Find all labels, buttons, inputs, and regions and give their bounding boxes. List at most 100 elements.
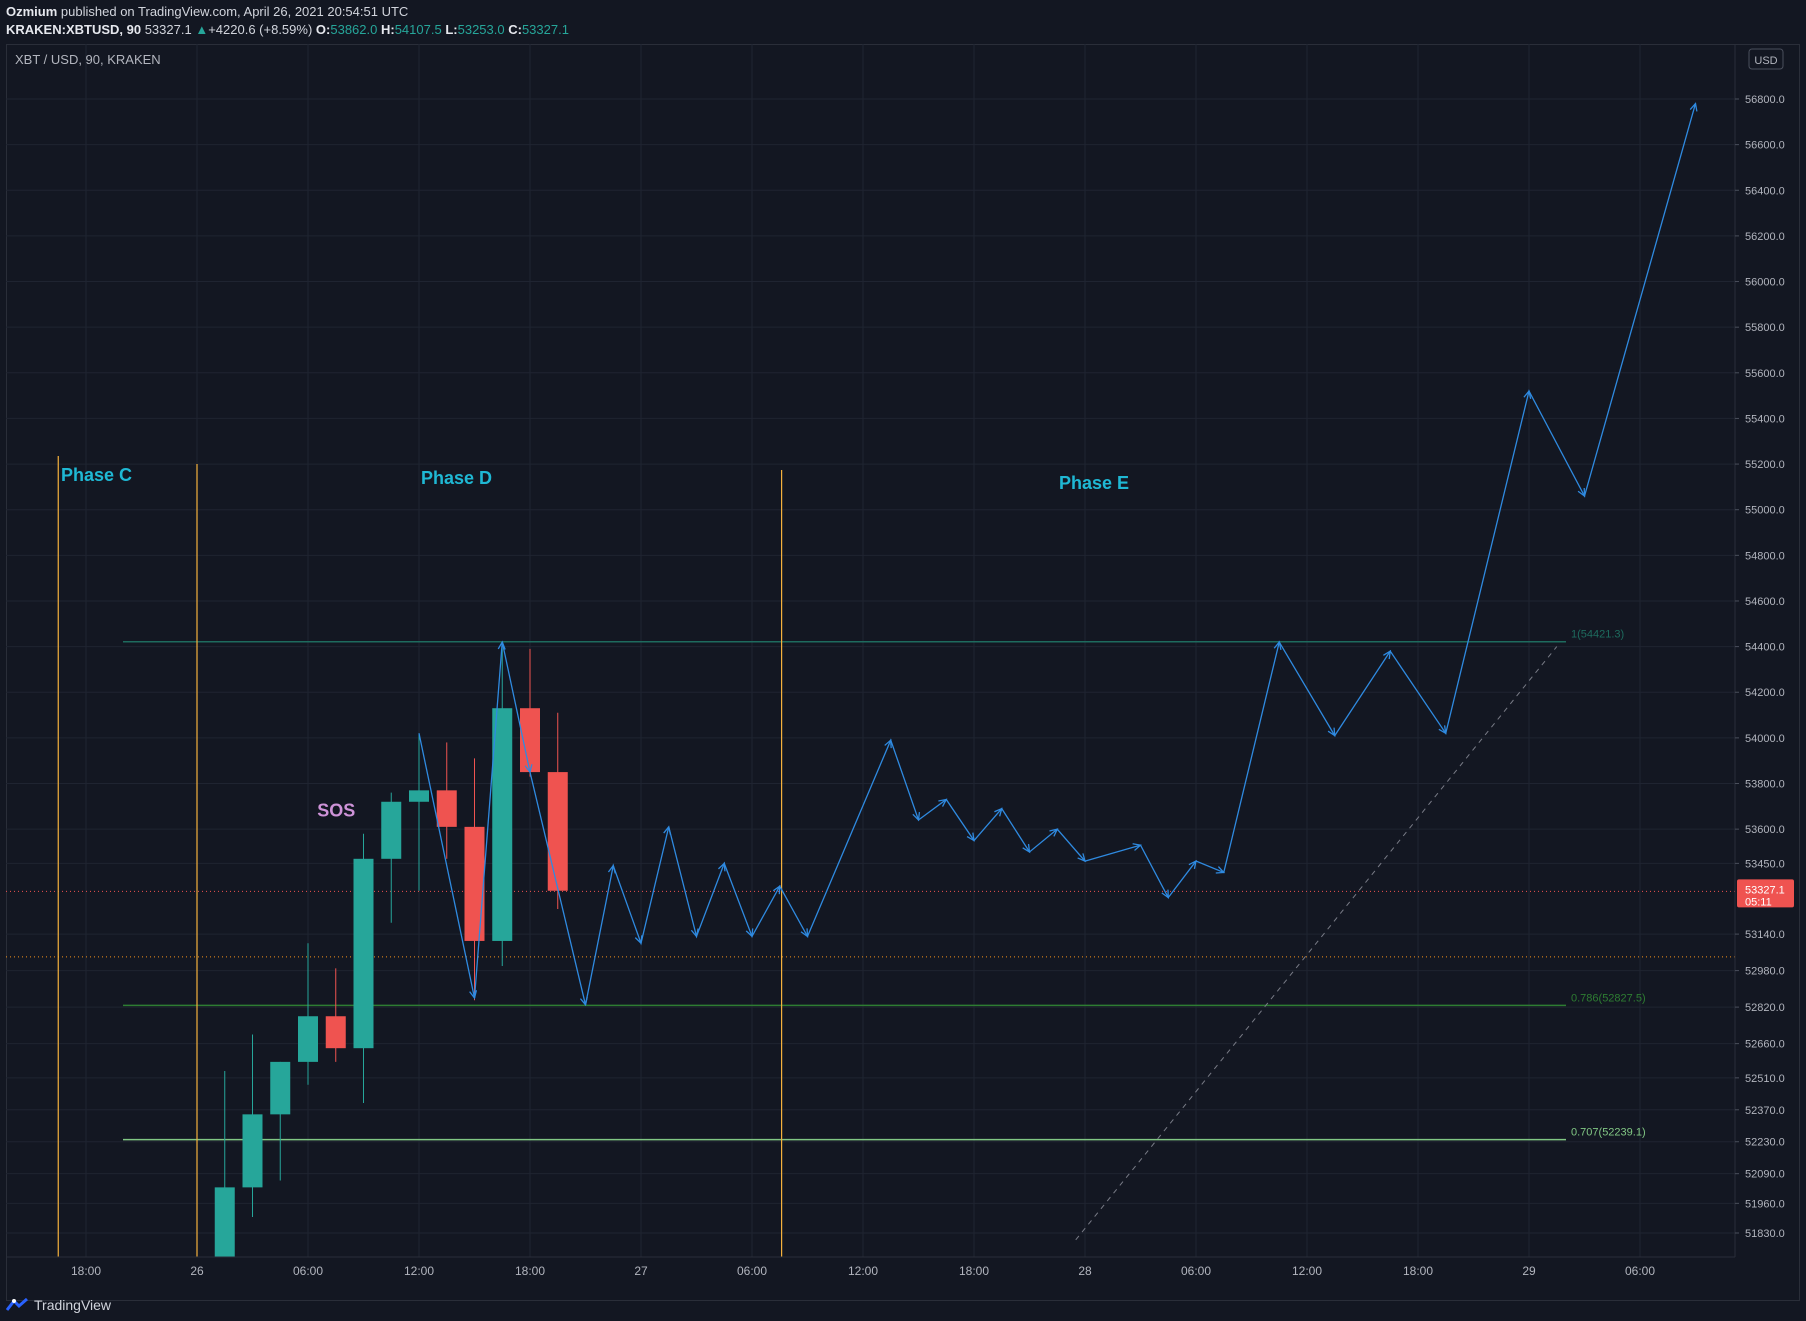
candle[interactable] xyxy=(270,1061,291,1181)
tradingview-logo-icon[interactable] xyxy=(5,1297,28,1312)
projection-arrowhead xyxy=(1327,727,1336,737)
close-label: C: xyxy=(508,22,522,37)
candle-body xyxy=(520,708,540,773)
y-axis-label: 53800.0 xyxy=(1745,779,1785,791)
candle[interactable] xyxy=(353,833,374,1103)
low-label: L: xyxy=(445,22,458,37)
candle[interactable] xyxy=(325,968,346,1062)
y-axis-label: 55400.0 xyxy=(1745,413,1785,425)
projection-arrowhead xyxy=(1188,859,1197,870)
candle-body xyxy=(547,772,568,891)
projection-arrowhead xyxy=(745,928,754,938)
x-axis-label: 12:00 xyxy=(848,1264,878,1278)
projection-arrowhead xyxy=(579,996,588,1007)
author-name[interactable]: Ozmium xyxy=(6,4,58,19)
x-axis-label: 06:00 xyxy=(1181,1264,1211,1278)
candle[interactable] xyxy=(381,792,402,923)
x-axis-label: 06:00 xyxy=(1625,1264,1655,1278)
y-axis-label: 51830.0 xyxy=(1745,1228,1785,1240)
projection-arrowhead xyxy=(634,935,643,945)
y-axis-label: 52370.0 xyxy=(1745,1105,1785,1117)
projection-arrowhead xyxy=(524,764,533,774)
projection-arrowhead xyxy=(1049,828,1059,837)
y-axis-label: 55000.0 xyxy=(1745,505,1785,517)
fib-trend-line xyxy=(1075,646,1558,1241)
projection-arrowhead xyxy=(1215,866,1226,874)
candle-body xyxy=(492,708,513,941)
projection-arrowhead xyxy=(1383,649,1392,660)
projection-arrowhead xyxy=(1438,725,1447,735)
projection-arrowhead xyxy=(607,864,616,874)
candle[interactable] xyxy=(436,742,457,859)
y-axis-label: 56800.0 xyxy=(1745,94,1785,106)
candle-body xyxy=(325,1016,346,1049)
chart-header: Ozmium published on TradingView.com, Apr… xyxy=(0,0,1806,44)
candle[interactable] xyxy=(409,733,429,891)
last-price-countdown: 05:11 xyxy=(1745,896,1772,908)
candle-body xyxy=(381,801,402,859)
published-text: published on TradingView.com, April 26, … xyxy=(60,4,409,19)
x-axis-label: 29 xyxy=(1522,1264,1536,1278)
projection-arrowhead xyxy=(497,640,506,650)
projection-arrowhead xyxy=(912,811,921,822)
projection-arrowhead xyxy=(469,990,478,1000)
phase-label: Phase D xyxy=(421,468,492,488)
y-axis-label: 51960.0 xyxy=(1745,1198,1785,1210)
projection-arrowhead xyxy=(966,832,975,842)
candle-body xyxy=(270,1061,291,1115)
phase-label: Phase C xyxy=(61,465,132,485)
high-label: H: xyxy=(380,22,395,37)
projection-arrowhead xyxy=(938,798,948,807)
projection-arrowhead xyxy=(1577,487,1586,498)
y-axis-label: 53450.0 xyxy=(1745,858,1785,870)
chart-frame xyxy=(6,44,1800,1301)
candle-body xyxy=(214,1187,235,1257)
candle-body xyxy=(242,1114,263,1188)
x-axis-label: 18:00 xyxy=(515,1264,545,1278)
candle-body xyxy=(353,858,374,1049)
x-axis-label: 06:00 xyxy=(293,1264,323,1278)
chart-title: XBT / USD, 90, KRAKEN xyxy=(15,52,161,67)
publish-line: Ozmium published on TradingView.com, Apr… xyxy=(6,3,408,21)
candle[interactable] xyxy=(298,943,318,1085)
candle-body xyxy=(436,790,457,827)
close-value: 53327.1 xyxy=(521,22,569,37)
y-axis-label: 55200.0 xyxy=(1745,459,1785,471)
y-axis-label: 53600.0 xyxy=(1745,824,1785,836)
candle[interactable] xyxy=(520,648,540,777)
symbol-line: KRAKEN:XBTUSD, 90 53327.1 ▲+4220.6 (+8.5… xyxy=(6,21,569,39)
y-axis-label: 56400.0 xyxy=(1745,185,1785,197)
y-axis-label: 54400.0 xyxy=(1745,642,1785,654)
projection-arrowhead xyxy=(1273,640,1282,650)
y-axis-label: 54600.0 xyxy=(1745,596,1785,608)
projection-arrowhead xyxy=(690,928,699,938)
last-price-tag xyxy=(1737,879,1794,908)
price-change: +4220.6 (+8.59%) xyxy=(208,22,313,37)
phase-label: Phase E xyxy=(1059,473,1129,493)
projection-arrowhead xyxy=(994,807,1003,817)
projection-arrowhead xyxy=(717,861,726,872)
candle[interactable] xyxy=(242,1034,263,1218)
fib-level-label: 0.707(52239.1) xyxy=(1571,1127,1646,1139)
projection-path xyxy=(418,103,1697,1005)
candle[interactable] xyxy=(492,642,513,967)
candle[interactable] xyxy=(464,758,485,1001)
y-axis-label: 52980.0 xyxy=(1745,966,1785,978)
candle[interactable] xyxy=(547,712,568,909)
symbol-label[interactable]: KRAKEN:XBTUSD, 90 xyxy=(6,22,142,37)
x-axis-label: 06:00 xyxy=(737,1264,767,1278)
tradingview-brand[interactable]: TradingView xyxy=(34,1297,112,1313)
x-axis-label: 26 xyxy=(190,1264,204,1278)
open-label: O: xyxy=(315,22,331,37)
y-axis-label: 54800.0 xyxy=(1745,550,1785,562)
candle-body xyxy=(298,1016,318,1062)
candle[interactable] xyxy=(214,1071,235,1285)
projection-arrowhead xyxy=(1132,843,1142,851)
y-axis-label: 52510.0 xyxy=(1745,1073,1785,1085)
x-axis-label: 28 xyxy=(1078,1264,1092,1278)
y-axis-label: 55800.0 xyxy=(1745,322,1785,334)
x-axis-label: 12:00 xyxy=(404,1264,434,1278)
candle-body xyxy=(464,826,485,941)
projection-arrowhead xyxy=(1689,102,1698,112)
